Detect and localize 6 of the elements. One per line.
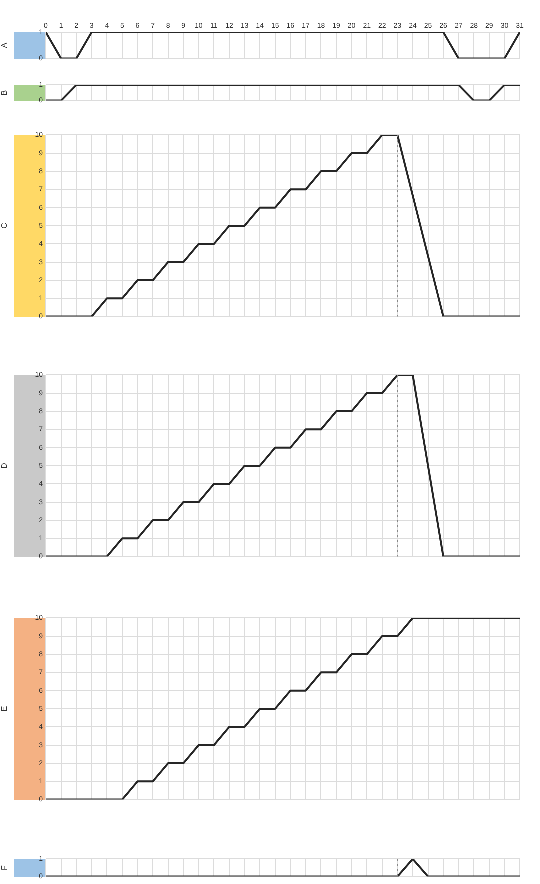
y-axis-title: C [0,222,10,229]
y-axis-title: D [0,462,10,469]
y-axis-title: A [0,42,10,48]
y-axis-title: B [0,90,10,96]
y-axis-title: E [0,706,10,712]
y-axis-title: F [0,865,10,870]
